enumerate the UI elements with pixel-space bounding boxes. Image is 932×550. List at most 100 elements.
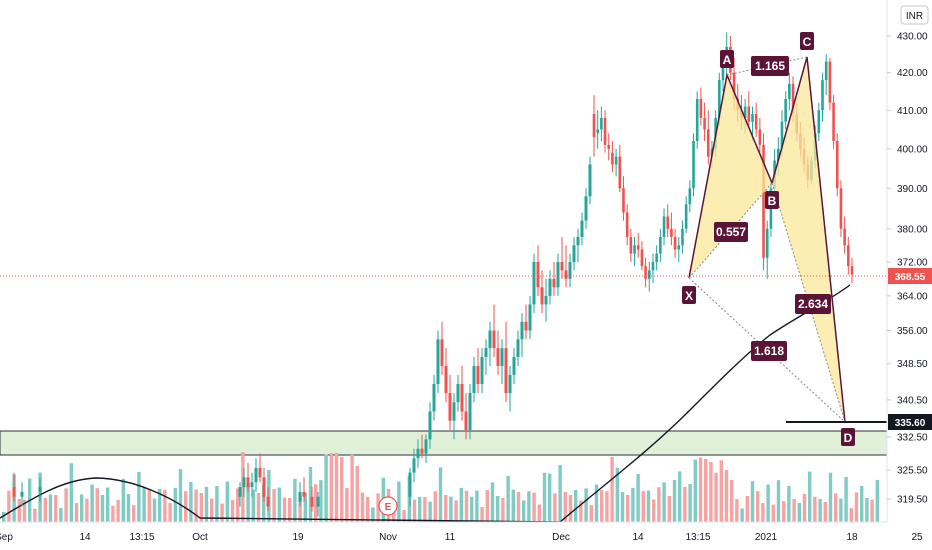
volume-bar: [158, 489, 162, 522]
candle-body: [817, 110, 821, 134]
volume-bar: [839, 498, 843, 522]
y-tick-label: 340.50: [897, 395, 928, 406]
candle-body: [298, 491, 302, 502]
pattern-dotted-xd: [688, 277, 846, 423]
candle-body: [695, 98, 699, 142]
volume-bar: [532, 492, 536, 522]
volume-bar: [163, 489, 167, 522]
volume-bar: [314, 484, 318, 522]
volume-bar: [215, 486, 219, 522]
volume-bar: [480, 507, 484, 522]
candle-body: [452, 402, 456, 421]
volume-bar: [350, 454, 354, 522]
earnings-marker[interactable]: E: [378, 496, 398, 516]
candle-body: [703, 117, 706, 130]
y-tick-label: 364.00: [897, 291, 928, 302]
volume-bar: [698, 457, 703, 522]
currency-badge[interactable]: INR: [900, 5, 929, 25]
candle-body: [788, 83, 791, 99]
volume-bar: [610, 457, 614, 522]
candle-body: [440, 339, 444, 366]
candle-body: [607, 144, 611, 149]
candle-body: [600, 117, 603, 130]
candle-body: [666, 216, 670, 229]
svg-text:335.60: 335.60: [895, 418, 926, 429]
candle-body: [843, 228, 846, 246]
candle-body: [480, 357, 484, 384]
volume-bar: [54, 495, 58, 522]
volume-bar: [256, 493, 261, 522]
candle-body: [488, 330, 492, 349]
candle-body: [835, 141, 839, 189]
ratio-bcd: 2.634: [795, 294, 831, 314]
volume-bar: [776, 480, 781, 522]
y-tick-label: 410.00: [897, 106, 928, 117]
volume-bar: [849, 508, 853, 522]
candle-body: [850, 266, 854, 275]
volume-bar: [563, 492, 567, 522]
volume-bar: [782, 501, 786, 522]
volume-bar: [126, 494, 131, 522]
candle-body: [832, 102, 835, 142]
candle-body: [492, 330, 496, 349]
volume-bar: [688, 484, 692, 522]
svg-text:2.634: 2.634: [798, 297, 828, 311]
volume-bar: [225, 481, 229, 522]
volume-bar: [464, 490, 469, 522]
candle-body: [238, 487, 242, 497]
volume-bar: [199, 493, 203, 522]
candle-body: [536, 261, 540, 288]
y-axis-panel[interactable]: [887, 0, 932, 522]
x-axis-panel[interactable]: [0, 522, 932, 550]
y-axis-ticks: 430.00 420.00 410.00 400.00 390.00 380.00 372.…: [887, 32, 928, 506]
volume-bar: [792, 499, 796, 522]
volume-bar: [267, 470, 271, 522]
candle-body: [544, 295, 548, 305]
volume-bar: [2, 512, 6, 522]
y-tick-label: 325.50: [897, 466, 928, 477]
candle-body: [743, 106, 747, 118]
volume-bar: [80, 494, 84, 522]
volume-bar: [69, 463, 73, 522]
volume-bar: [111, 505, 115, 522]
volume-bar: [449, 496, 453, 522]
candle-body: [12, 487, 16, 497]
volume-bar: [397, 481, 401, 522]
volume-bar: [600, 490, 604, 522]
volume-bar: [631, 488, 635, 522]
volume-bar: [756, 491, 760, 522]
volume-bar: [345, 488, 349, 522]
candle-body: [456, 383, 460, 403]
volume-bar: [210, 498, 214, 522]
y-tick-label: 430.00: [897, 32, 928, 43]
candle-body: [504, 348, 508, 394]
volume-bar: [178, 469, 183, 522]
volume-bar: [808, 471, 812, 522]
candle-body: [580, 220, 584, 237]
volume-bar: [501, 498, 505, 522]
volume-bar: [662, 482, 666, 522]
volume-bar: [527, 491, 531, 522]
volume-bar: [152, 498, 157, 522]
candle-body: [659, 236, 662, 254]
y-tick-label: 319.50: [897, 495, 928, 506]
volume-bar: [308, 467, 313, 522]
volume-bar: [553, 493, 557, 522]
volume-bar: [574, 490, 578, 522]
candle-body: [692, 141, 695, 189]
candle-body: [436, 339, 440, 384]
volume-bar: [750, 481, 755, 522]
volume-bar: [496, 496, 500, 522]
volume-bar: [402, 510, 406, 522]
svg-text:INR: INR: [906, 11, 923, 22]
candle-body: [751, 114, 754, 122]
candle-body: [758, 129, 762, 145]
candle-body: [416, 448, 420, 459]
volume-bar: [173, 488, 177, 522]
volume-bar: [251, 489, 255, 522]
volume-bar: [33, 508, 37, 522]
harmonic-pattern[interactable]: X A B C D 0.557 1.165 2.634: [682, 32, 855, 446]
support-zone[interactable]: [0, 430, 888, 456]
candle-body: [611, 152, 614, 165]
